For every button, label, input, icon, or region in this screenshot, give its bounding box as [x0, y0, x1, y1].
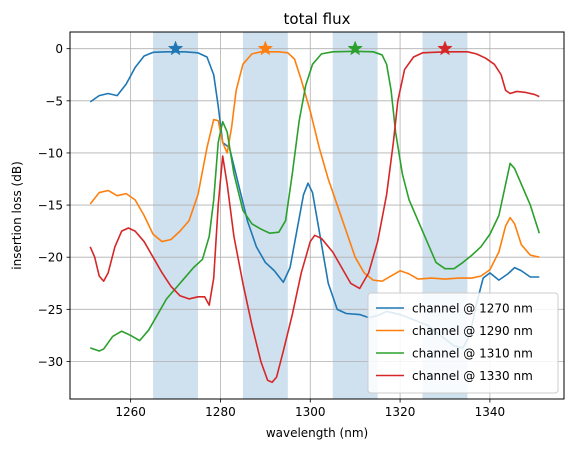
- series-line: [89, 51, 540, 384]
- y-tick-label: −25: [38, 303, 63, 317]
- y-axis-ticks: 0 −5 −10 −15 −20 −25 −30: [38, 42, 70, 369]
- y-tick-label: −15: [38, 199, 63, 213]
- x-tick-label: 1300: [295, 405, 326, 419]
- x-tick-label: 1340: [475, 405, 506, 419]
- series-line: [89, 50, 541, 352]
- channel-center-markers: [167, 40, 453, 56]
- x-tick-label: 1280: [205, 405, 236, 419]
- y-tick-label: −30: [38, 355, 63, 369]
- x-axis-label: wavelength (nm): [266, 426, 368, 440]
- x-tick-label: 1320: [385, 405, 416, 419]
- passband-band: [242, 32, 288, 399]
- star-marker: [347, 40, 363, 56]
- y-tick-label: −20: [38, 251, 63, 265]
- star-marker: [437, 40, 453, 56]
- plot-frame: [69, 31, 565, 400]
- chart-title: total flux: [284, 10, 351, 28]
- y-tick-label: −5: [45, 94, 63, 108]
- star-marker: [167, 40, 184, 56]
- legend-label: channel @ 1290 nm: [412, 324, 533, 338]
- legend-label: channel @ 1330 nm: [412, 369, 533, 383]
- x-tick-label: 1260: [115, 405, 146, 419]
- legend-box: [367, 292, 559, 394]
- y-axis-label: insertion loss (dB): [10, 161, 24, 270]
- star-marker: [257, 40, 274, 56]
- legend-label: channel @ 1310 nm: [412, 347, 533, 361]
- series-line: [89, 51, 540, 282]
- legend: channel @ 1270 nm channel @ 1290 nm channe…: [367, 292, 559, 394]
- y-tick-label: −10: [38, 146, 63, 160]
- legend-label: channel @ 1270 nm: [412, 302, 533, 316]
- x-axis-ticks: 1260 1280 1300 1320 1340: [115, 399, 505, 419]
- y-tick-label: 0: [55, 42, 63, 56]
